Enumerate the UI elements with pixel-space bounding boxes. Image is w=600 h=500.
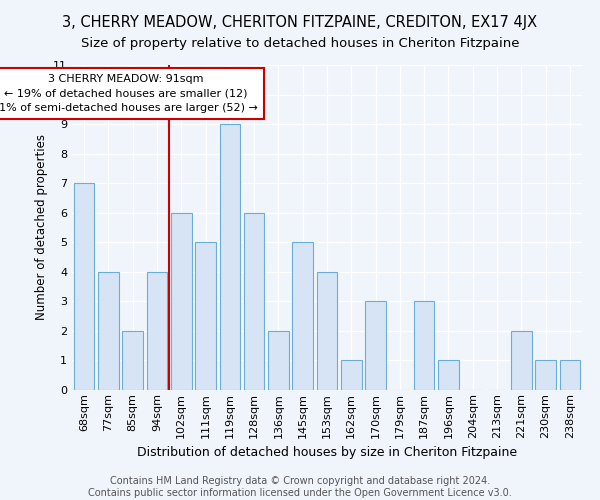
Bar	[341, 360, 362, 390]
Text: Contains HM Land Registry data © Crown copyright and database right 2024.
Contai: Contains HM Land Registry data © Crown c…	[88, 476, 512, 498]
Bar	[438, 360, 459, 390]
Bar	[244, 212, 265, 390]
Bar	[98, 272, 119, 390]
Bar	[74, 183, 94, 390]
Bar	[511, 331, 532, 390]
Bar	[317, 272, 337, 390]
Bar	[171, 212, 191, 390]
Bar	[146, 272, 167, 390]
Bar	[414, 302, 434, 390]
Bar	[292, 242, 313, 390]
Bar	[535, 360, 556, 390]
Bar	[122, 331, 143, 390]
X-axis label: Distribution of detached houses by size in Cheriton Fitzpaine: Distribution of detached houses by size …	[137, 446, 517, 459]
Text: 3 CHERRY MEADOW: 91sqm  
← 19% of detached houses are smaller (12)
81% of semi-d: 3 CHERRY MEADOW: 91sqm ← 19% of detached…	[0, 74, 259, 114]
Bar	[220, 124, 240, 390]
Bar	[560, 360, 580, 390]
Bar	[195, 242, 216, 390]
Y-axis label: Number of detached properties: Number of detached properties	[35, 134, 47, 320]
Bar	[268, 331, 289, 390]
Bar	[365, 302, 386, 390]
Text: Size of property relative to detached houses in Cheriton Fitzpaine: Size of property relative to detached ho…	[81, 38, 519, 51]
Text: 3, CHERRY MEADOW, CHERITON FITZPAINE, CREDITON, EX17 4JX: 3, CHERRY MEADOW, CHERITON FITZPAINE, CR…	[62, 15, 538, 30]
